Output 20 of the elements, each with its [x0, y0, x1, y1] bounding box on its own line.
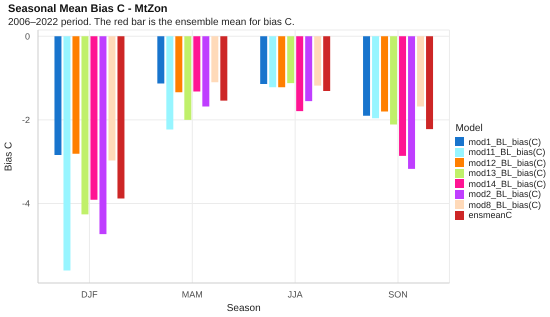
legend-label: mod2_BL_bias(C): [468, 189, 541, 200]
x-tick-label: SON: [388, 289, 408, 300]
y-axis-title: Bias C: [4, 142, 15, 172]
legend-label: ensmeanC: [468, 210, 512, 220]
chart-title: Seasonal Mean Bias C - MtZon: [8, 3, 168, 15]
legend-label: mod14_BL_bias(C): [468, 178, 546, 189]
chart-subtitle: 2006–2022 period. The red bar is the ensemble mean for bias C.: [8, 17, 295, 28]
y-tick-label: 0: [24, 31, 30, 42]
y-tick-label: -4: [22, 198, 30, 209]
x-axis-title: Season: [226, 303, 261, 314]
legend-label: mod11_BL_bias(C): [468, 147, 546, 158]
y-tick-label: -2: [22, 115, 30, 126]
x-tick-label: JJA: [288, 289, 303, 300]
x-tick-label: MAM: [182, 289, 203, 300]
legend-label: mod13_BL_bias(C): [468, 168, 546, 178]
legend-title: Model: [455, 122, 484, 134]
legend-label: mod12_BL_bias(C): [468, 158, 546, 168]
x-tick-label: DJF: [81, 289, 98, 300]
legend-label: mod8_BL_bias(C): [468, 200, 541, 210]
legend-label: mod1_BL_bias(C): [468, 136, 541, 147]
